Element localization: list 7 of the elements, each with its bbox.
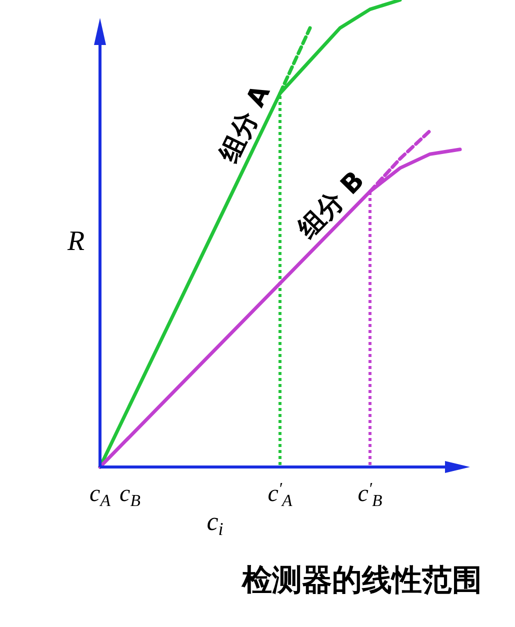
text: 组分 B	[292, 166, 370, 246]
x-tick-label: c$_{B}$	[120, 481, 140, 510]
text: 检测器的线性范围	[241, 563, 482, 598]
x-tick-label: c$_{A}$	[90, 481, 112, 510]
y-axis-title: R	[66, 226, 85, 257]
text: 组分 A	[214, 80, 277, 168]
x-axis-title: c$_{i}$	[206, 507, 224, 540]
